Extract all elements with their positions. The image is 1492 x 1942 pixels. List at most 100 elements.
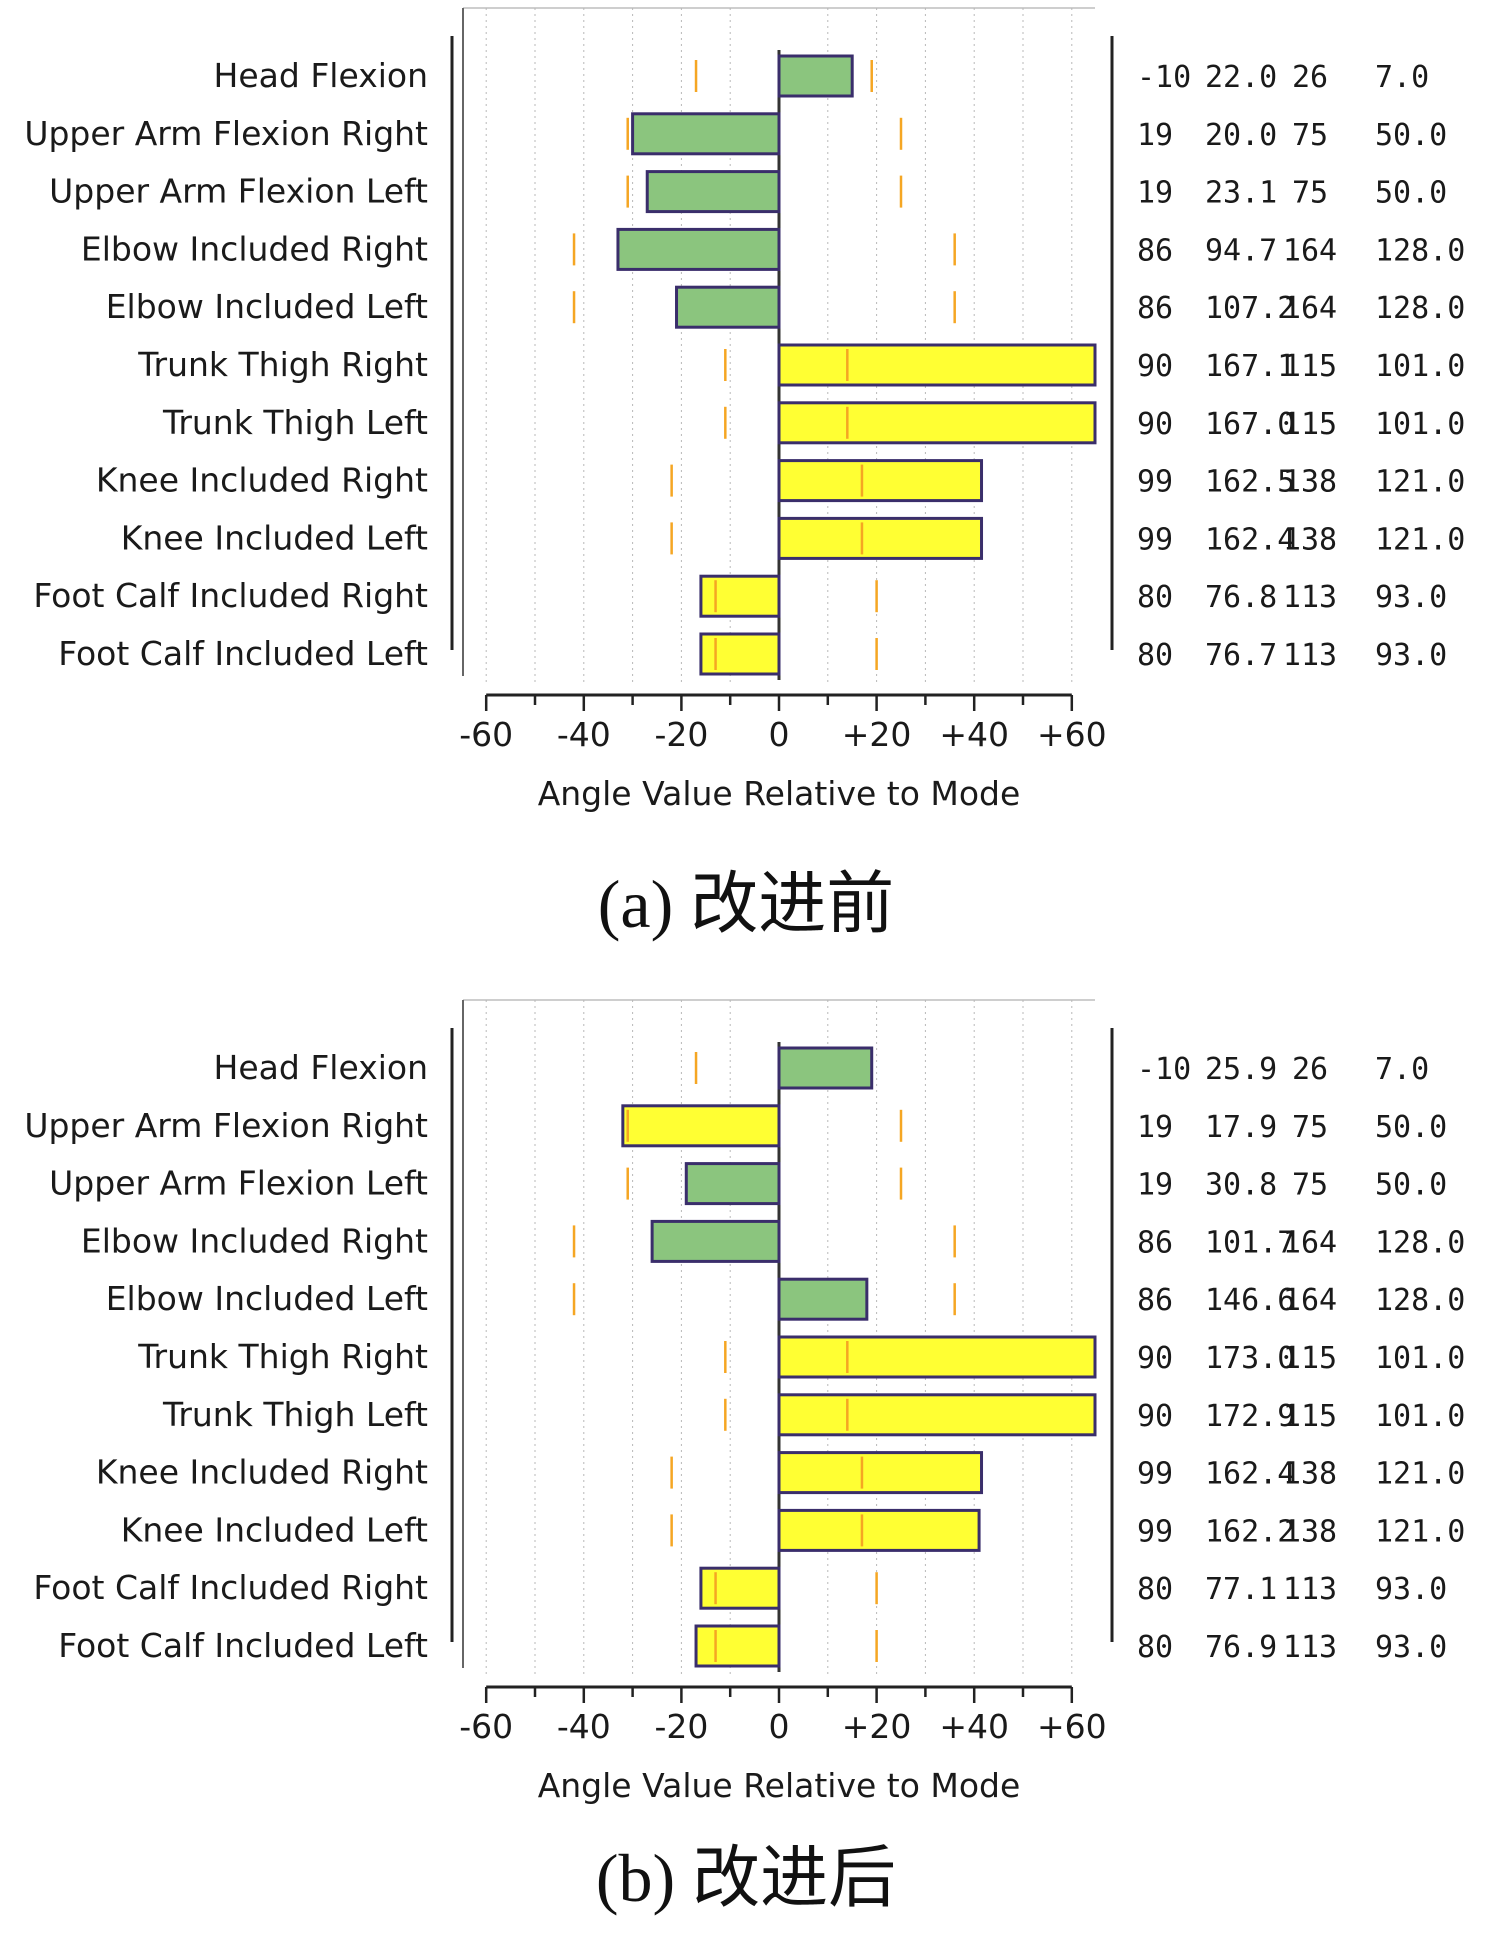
- value-col-3: 115: [1283, 1399, 1337, 1434]
- value-col-2: 76.7: [1205, 638, 1277, 673]
- value-col-3: 138: [1283, 465, 1337, 500]
- value-col-2: 172.9: [1205, 1399, 1295, 1434]
- value-col-2: 20.0: [1205, 118, 1277, 153]
- chart-panel-b: Head Flexion -10 25.9 26 7.0 Upper Arm Flexio…: [0, 992, 1492, 1942]
- value-col-1: 90: [1137, 407, 1173, 442]
- value-col-2: 76.8: [1205, 580, 1277, 615]
- x-axis-title: Angle Value Relative to Mode: [538, 1766, 1021, 1805]
- value-col-2: 101.7: [1205, 1225, 1295, 1260]
- bar-green: [675, 285, 781, 329]
- row-label: Elbow Included Left: [106, 1279, 428, 1318]
- value-col-3: 113: [1283, 638, 1337, 673]
- value-col-4: 50.0: [1375, 176, 1447, 211]
- bar-yellow: [777, 516, 984, 560]
- value-col-1: 99: [1137, 1514, 1173, 1549]
- value-col-2: 17.9: [1205, 1110, 1277, 1145]
- value-col-3: 75: [1292, 1110, 1328, 1145]
- bar-yellow: [777, 343, 1097, 387]
- row-label: Elbow Included Left: [106, 287, 428, 326]
- value-col-2: 162.2: [1205, 1514, 1295, 1549]
- value-col-2: 30.8: [1205, 1168, 1277, 1203]
- value-col-2: 167.0: [1205, 407, 1295, 442]
- value-col-2: 146.6: [1205, 1283, 1295, 1318]
- posture-chart-before: Head Flexion -10 22.0 26 7.0 Upper Arm Flexio…: [24, 7, 1465, 813]
- value-col-4: 50.0: [1375, 118, 1447, 153]
- value-col-4: 128.0: [1375, 291, 1465, 326]
- value-col-1: 90: [1137, 1341, 1173, 1376]
- bar-green: [645, 170, 781, 214]
- posture-chart-after: Head Flexion -10 25.9 26 7.0 Upper Arm Flexio…: [24, 999, 1465, 1805]
- x-axis-title: Angle Value Relative to Mode: [538, 774, 1021, 813]
- value-col-4: 121.0: [1375, 1457, 1465, 1492]
- bar-yellow: [621, 1104, 781, 1148]
- x-tick-label: +40: [939, 715, 1009, 754]
- bar-yellow: [777, 1451, 984, 1495]
- x-tick-label: +40: [939, 1707, 1009, 1746]
- row-label: Elbow Included Right: [81, 1221, 428, 1260]
- bar-yellow: [699, 1566, 781, 1610]
- value-col-1: -10: [1137, 60, 1191, 95]
- value-col-3: 138: [1283, 1457, 1337, 1492]
- row-label: Knee Included Left: [121, 1510, 428, 1549]
- row-label: Knee Included Right: [96, 461, 428, 500]
- value-col-2: 94.7: [1205, 233, 1277, 268]
- bar-green: [777, 54, 854, 98]
- bar-green: [631, 112, 781, 156]
- value-col-3: 75: [1292, 118, 1328, 153]
- value-col-1: 80: [1137, 638, 1173, 673]
- value-col-1: 86: [1137, 1283, 1173, 1318]
- value-col-4: 93.0: [1375, 1572, 1447, 1607]
- row-label: Foot Calf Included Left: [58, 1626, 428, 1665]
- value-col-3: 164: [1283, 1225, 1337, 1260]
- value-col-4: 93.0: [1375, 638, 1447, 673]
- value-col-4: 121.0: [1375, 522, 1465, 557]
- value-col-3: 26: [1292, 60, 1328, 95]
- x-tick-label: 0: [769, 1707, 790, 1746]
- value-col-2: 162.4: [1205, 522, 1295, 557]
- value-col-1: 19: [1137, 176, 1173, 211]
- value-col-2: 22.0: [1205, 60, 1277, 95]
- row-label: Trunk Thigh Left: [162, 403, 428, 442]
- value-col-4: 121.0: [1375, 465, 1465, 500]
- value-col-3: 113: [1283, 1630, 1337, 1665]
- value-col-1: 86: [1137, 233, 1173, 268]
- x-tick-label: -20: [654, 715, 708, 754]
- value-col-4: 121.0: [1375, 1514, 1465, 1549]
- chart-panel-a: Head Flexion -10 22.0 26 7.0 Upper Arm Flexio…: [0, 0, 1492, 950]
- value-col-4: 50.0: [1375, 1168, 1447, 1203]
- value-col-2: 167.1: [1205, 349, 1295, 384]
- row-label: Upper Arm Flexion Right: [24, 114, 428, 153]
- x-tick-label: -60: [459, 715, 513, 754]
- value-col-4: 101.0: [1375, 1341, 1465, 1376]
- caption-before: (a) 改进前: [597, 866, 895, 942]
- row-label: Trunk Thigh Right: [137, 1337, 428, 1376]
- bar-green: [684, 1162, 781, 1206]
- value-col-2: 76.9: [1205, 1630, 1277, 1665]
- value-col-1: 19: [1137, 118, 1173, 153]
- value-col-1: 86: [1137, 1225, 1173, 1260]
- value-col-3: 26: [1292, 1052, 1328, 1087]
- value-col-4: 7.0: [1375, 60, 1429, 95]
- value-col-3: 164: [1283, 291, 1337, 326]
- x-tick-label: -60: [459, 1707, 513, 1746]
- value-col-4: 93.0: [1375, 580, 1447, 615]
- value-col-4: 7.0: [1375, 1052, 1429, 1087]
- value-col-1: 80: [1137, 1572, 1173, 1607]
- row-label: Head Flexion: [214, 56, 428, 95]
- x-tick-label: +60: [1037, 715, 1107, 754]
- value-col-1: 19: [1137, 1110, 1173, 1145]
- value-col-1: 99: [1137, 1457, 1173, 1492]
- value-col-3: 75: [1292, 176, 1328, 211]
- value-col-3: 138: [1283, 1514, 1337, 1549]
- value-col-2: 23.1: [1205, 176, 1277, 211]
- value-col-1: 99: [1137, 465, 1173, 500]
- row-label: Trunk Thigh Left: [162, 1395, 428, 1434]
- value-col-3: 75: [1292, 1168, 1328, 1203]
- row-label: Upper Arm Flexion Left: [49, 1164, 428, 1203]
- value-col-2: 162.4: [1205, 1457, 1295, 1492]
- row-label: Head Flexion: [214, 1048, 428, 1087]
- value-col-3: 164: [1283, 1283, 1337, 1318]
- value-col-1: 99: [1137, 522, 1173, 557]
- x-tick-label: +20: [842, 715, 912, 754]
- bar-green: [616, 227, 781, 271]
